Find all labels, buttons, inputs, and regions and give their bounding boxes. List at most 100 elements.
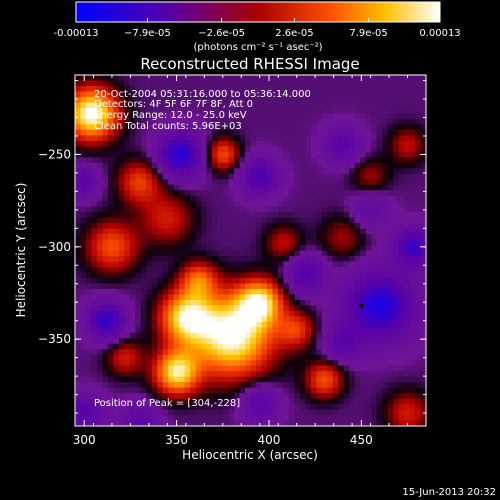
heatmap-cell: [415, 305, 422, 312]
heatmap-cell: [80, 338, 87, 345]
heatmap-cell: [113, 201, 120, 208]
heatmap-cell: [190, 96, 197, 104]
heatmap-cell: [321, 124, 328, 131]
heatmap-cell: [91, 75, 98, 82]
heatmap-cell: [261, 316, 268, 323]
heatmap-cell: [272, 113, 279, 120]
heatmap-cell: [151, 327, 158, 334]
heatmap-cell: [250, 409, 257, 416]
heatmap-cell: [91, 255, 98, 263]
heatmap-cell: [179, 217, 186, 224]
heatmap-cell: [217, 288, 224, 295]
heatmap-cell: [201, 393, 208, 400]
heatmap-cell: [305, 349, 312, 356]
heatmap-cell: [365, 146, 372, 153]
heatmap-cell: [420, 107, 426, 114]
heatmap-cell: [404, 277, 411, 284]
heatmap-cell: [75, 124, 82, 131]
heatmap-cell: [228, 107, 235, 114]
heatmap-cell: [85, 113, 93, 120]
heatmap-cell: [387, 146, 394, 153]
heatmap-cell: [146, 283, 153, 290]
heatmap-cell: [217, 206, 224, 213]
heatmap-cell: [365, 255, 372, 263]
heatmap-cell: [85, 75, 93, 82]
heatmap-cell: [102, 409, 109, 416]
heatmap-cell: [288, 420, 295, 426]
heatmap-cell: [206, 217, 213, 224]
heatmap-cell: [102, 96, 109, 104]
heatmap-cell: [371, 365, 378, 372]
heatmap-cell: [272, 255, 279, 263]
heatmap-cell: [91, 91, 98, 98]
heatmap-cell: [277, 321, 284, 328]
heatmap-cell: [266, 420, 274, 426]
heatmap-cell: [415, 245, 422, 252]
heatmap-cell: [316, 415, 323, 422]
heatmap-cell: [217, 80, 224, 87]
heatmap-cell: [162, 124, 169, 131]
heatmap-cell: [365, 80, 372, 87]
heatmap-cell: [107, 299, 114, 306]
heatmap-cell: [283, 162, 290, 169]
heatmap-cell: [299, 415, 306, 422]
heatmap-cell: [179, 387, 186, 394]
heatmap-cell: [217, 415, 224, 422]
heatmap-cell: [107, 118, 114, 125]
heatmap-cell: [75, 239, 82, 246]
heatmap-cell: [266, 129, 274, 136]
heatmap-cell: [217, 85, 224, 93]
heatmap-cell: [376, 102, 383, 109]
heatmap-cell: [206, 283, 213, 290]
heatmap-cell: [404, 376, 411, 383]
heatmap-cell: [151, 354, 158, 361]
heatmap-cell: [151, 146, 158, 153]
heatmap-cell: [217, 277, 224, 284]
heatmap-cell: [305, 382, 312, 389]
heatmap-cell: [129, 80, 136, 87]
heatmap-cell: [255, 349, 263, 356]
heatmap-cell: [118, 294, 125, 301]
heatmap-cell: [217, 321, 224, 328]
heatmap-cell: [288, 195, 295, 202]
heatmap-cell: [118, 376, 125, 383]
heatmap-cell: [173, 305, 180, 312]
heatmap-cell: [415, 261, 422, 268]
heatmap-cell: [113, 239, 120, 246]
heatmap-cell: [80, 415, 87, 422]
heatmap-cell: [228, 140, 235, 147]
heatmap-cell: [124, 168, 131, 175]
heatmap-cell: [415, 338, 422, 345]
heatmap-cell: [140, 179, 147, 186]
heatmap-cell: [190, 321, 197, 328]
heatmap-cell: [179, 288, 186, 295]
heatmap-cell: [91, 365, 98, 372]
heatmap-cell: [321, 365, 328, 372]
heatmap-cell: [245, 266, 252, 274]
heatmap-cell: [266, 184, 274, 191]
heatmap-cell: [371, 173, 378, 180]
heatmap-cell: [162, 245, 169, 252]
heatmap-cell: [338, 266, 345, 274]
heatmap-cell: [294, 173, 301, 180]
heatmap-cell: [113, 409, 120, 416]
heatmap-cell: [310, 255, 317, 263]
heatmap-cell: [382, 107, 389, 114]
heatmap-cell: [305, 316, 312, 323]
heatmap-cell: [157, 179, 164, 186]
heatmap-cell: [299, 206, 306, 213]
heatmap-cell: [135, 228, 142, 235]
heatmap-cell: [387, 162, 394, 169]
heatmap-cell: [360, 118, 367, 125]
heatmap-cell: [223, 354, 230, 361]
heatmap-cell: [118, 91, 125, 98]
heatmap-cell: [75, 228, 82, 235]
heatmap-cell: [376, 321, 383, 328]
heatmap-cell: [173, 146, 180, 153]
heatmap-cell: [151, 305, 158, 312]
heatmap-cell: [206, 415, 213, 422]
heatmap-cell: [190, 365, 197, 372]
heatmap-cell: [288, 228, 295, 235]
heatmap-cell: [360, 261, 367, 268]
heatmap-cell: [382, 118, 389, 125]
